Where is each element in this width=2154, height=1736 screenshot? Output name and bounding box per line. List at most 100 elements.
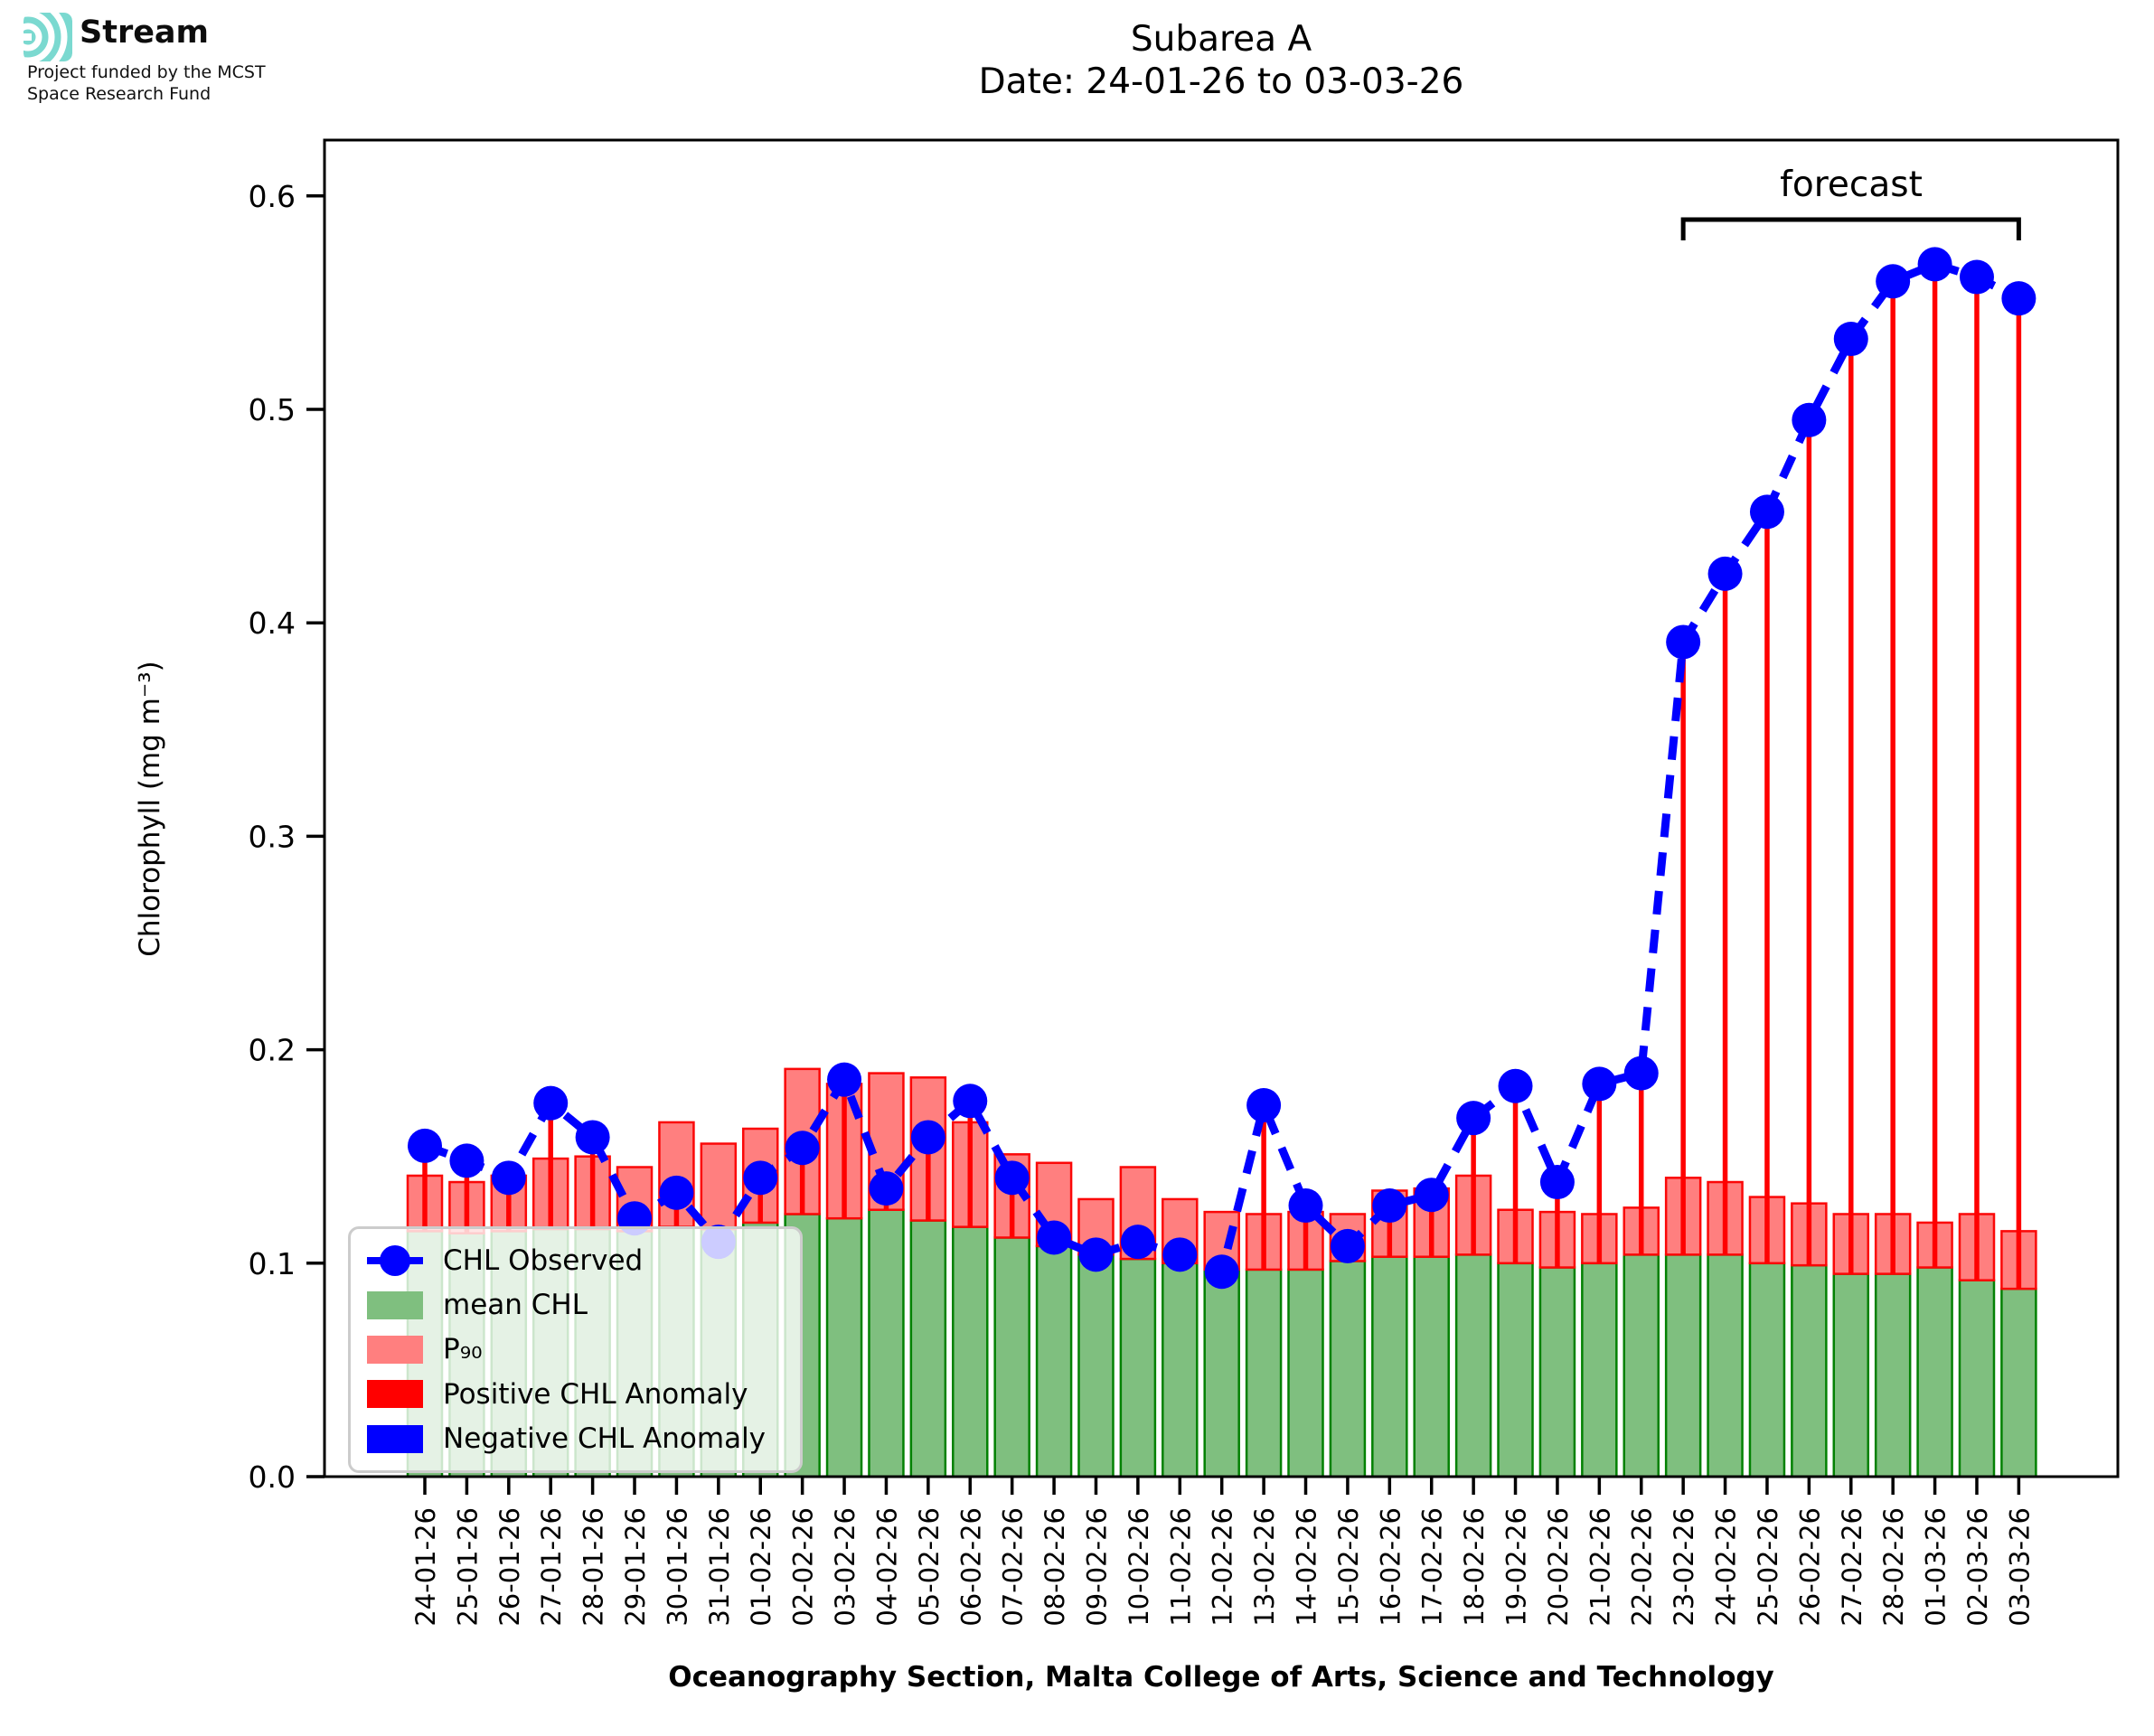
observed-marker: [910, 1120, 945, 1155]
bar-mean-chl: [1077, 1253, 1115, 1478]
funding-note: Project funded by the MCST Space Researc…: [27, 61, 266, 105]
x-tick-label: 01-03-26: [1921, 1507, 1952, 1627]
legend-item-p90: P₉₀: [367, 1328, 784, 1370]
x-tick-label: 03-03-26: [2004, 1507, 2035, 1627]
x-tick-label: 18-02-26: [1459, 1507, 1490, 1627]
bar-mean-chl: [1035, 1244, 1073, 1478]
observed-marker: [953, 1084, 988, 1119]
observed-marker: [659, 1175, 694, 1210]
observed-marker: [1707, 556, 1743, 591]
observed-marker: [1372, 1188, 1407, 1224]
x-tick-label: 08-02-26: [1039, 1507, 1070, 1627]
x-tick-label: 27-01-26: [536, 1507, 567, 1627]
observed-marker: [1749, 494, 1784, 530]
observed-marker: [827, 1062, 862, 1097]
observed-marker: [1792, 402, 1827, 437]
x-tick-label: 01-02-26: [746, 1507, 776, 1627]
x-tick-label: 10-02-26: [1124, 1507, 1154, 1627]
bar-mean-chl: [2000, 1287, 2037, 1478]
y-tick-label: 0.3: [249, 819, 296, 854]
bar-mean-chl: [1874, 1272, 1912, 1478]
observed-marker: [1959, 259, 1994, 295]
x-tick-label: 13-02-26: [1249, 1507, 1280, 1627]
observed-marker: [1876, 264, 1911, 299]
x-tick-label: 07-02-26: [998, 1507, 1029, 1627]
x-tick-label: 09-02-26: [1081, 1507, 1112, 1627]
bar-mean-chl: [1664, 1253, 1702, 1478]
observed-marker: [1666, 624, 1701, 660]
bar-mean-chl: [1413, 1255, 1450, 1478]
bar-mean-chl: [1329, 1260, 1367, 1478]
funding-line-2: Space Research Fund: [27, 84, 212, 104]
x-tick-label: 03-02-26: [830, 1507, 861, 1627]
x-tick-label: 27-02-26: [1837, 1507, 1867, 1627]
x-tick-label: 31-01-26: [704, 1507, 735, 1627]
x-tick-label: 14-02-26: [1292, 1507, 1322, 1627]
observed-marker: [408, 1128, 442, 1163]
observed-marker: [1037, 1220, 1072, 1255]
x-tick-label: 04-02-26: [871, 1507, 902, 1627]
x-tick-label: 02-03-26: [1962, 1507, 1993, 1627]
observed-marker: [1246, 1088, 1282, 1123]
x-tick-label: 05-02-26: [914, 1507, 945, 1627]
bar-mean-chl: [1203, 1268, 1240, 1478]
x-tick-label: 21-02-26: [1585, 1507, 1615, 1627]
bar-mean-chl: [1454, 1253, 1492, 1478]
y-tick-label: 0.1: [249, 1246, 296, 1281]
x-tick-label: 25-01-26: [452, 1507, 483, 1627]
brand-name: Stream: [80, 14, 210, 51]
legend-item-positive-anomaly: Positive CHL Anomaly: [367, 1374, 784, 1415]
observed-marker: [1330, 1228, 1365, 1263]
x-tick-label: 22-02-26: [1627, 1507, 1658, 1627]
bar-mean-chl: [952, 1225, 989, 1478]
observed-marker: [2001, 281, 2036, 316]
x-tick-label: 28-01-26: [578, 1507, 609, 1627]
p90-swatch-icon: [367, 1335, 423, 1364]
bar-mean-chl: [1371, 1255, 1408, 1478]
observed-marker: [575, 1120, 610, 1155]
title-subarea: Subarea A: [1130, 19, 1312, 60]
legend-label: CHL Observed: [443, 1243, 644, 1277]
legend: CHL Observed mean CHL P₉₀ Positive CHL A…: [348, 1226, 803, 1473]
x-tick-label: 12-02-26: [1208, 1507, 1238, 1627]
x-tick-label: 02-02-26: [788, 1507, 819, 1627]
forecast-annotation: forecast: [1780, 164, 1923, 205]
x-tick-label: 06-02-26: [955, 1507, 986, 1627]
legend-label: Positive CHL Anomaly: [443, 1377, 748, 1411]
x-tick-label: 26-01-26: [494, 1507, 525, 1627]
bar-mean-chl: [1832, 1272, 1870, 1478]
observed-marker: [1204, 1254, 1239, 1290]
x-tick-label: 11-02-26: [1165, 1507, 1196, 1627]
bar-mean-chl: [1791, 1263, 1828, 1478]
x-tick-label: 16-02-26: [1375, 1507, 1406, 1627]
page-title: Subarea A Date: 24-01-26 to 03-03-26: [325, 18, 2118, 103]
ripple-arcs-icon: [24, 13, 72, 61]
observed-marker: [491, 1160, 526, 1196]
observed-marker: [785, 1131, 820, 1166]
x-tick-label: 23-02-26: [1669, 1507, 1699, 1627]
title-date-range: Date: 24-01-26 to 03-03-26: [978, 61, 1464, 102]
y-tick-label: 0.4: [249, 605, 296, 641]
bar-mean-chl: [1162, 1262, 1199, 1478]
bar-mean-chl: [993, 1236, 1030, 1478]
x-tick-label: 17-02-26: [1417, 1507, 1448, 1627]
x-tick-label: 30-01-26: [662, 1507, 692, 1627]
observed-marker: [1162, 1237, 1198, 1272]
observed-marker: [1833, 322, 1868, 357]
bar-mean-chl: [909, 1219, 947, 1478]
bar-mean-chl: [1623, 1253, 1660, 1478]
legend-item-negative-anomaly: Negative CHL Anomaly: [367, 1418, 784, 1459]
x-tick-label: 15-02-26: [1333, 1507, 1364, 1627]
plot-border: [323, 138, 2120, 1478]
x-tick-label: 19-02-26: [1501, 1507, 1532, 1627]
negative-anomaly-swatch-icon: [367, 1424, 423, 1453]
bar-mean-chl: [1916, 1266, 1953, 1478]
bar-mean-chl: [1538, 1266, 1576, 1478]
observed-marker: [533, 1085, 569, 1121]
bar-mean-chl: [868, 1208, 905, 1478]
legend-label: Negative CHL Anomaly: [443, 1422, 767, 1456]
legend-item-mean-chl: mean CHL: [367, 1284, 784, 1326]
observed-marker: [1498, 1068, 1533, 1103]
x-tick-label: 25-02-26: [1753, 1507, 1783, 1627]
